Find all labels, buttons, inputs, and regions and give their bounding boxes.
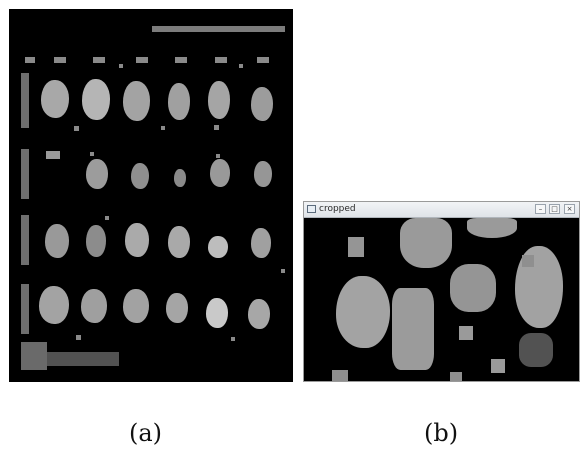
window-title: cropped [319,204,356,214]
sample-blob [166,293,188,323]
header-label [152,26,285,32]
column-label [25,57,35,63]
noise-square [281,269,285,273]
sample-blob [131,163,149,189]
noise-square [450,372,462,381]
sample-blob [81,289,107,323]
sample-blob [123,81,150,121]
noise-square [161,126,165,130]
sample-blob [174,169,186,187]
sample-blob [86,159,108,189]
sample-blob [168,226,190,258]
noise-square [216,154,220,158]
sample-blob [251,87,273,121]
window-titlebar[interactable]: cropped – □ × [304,202,579,218]
column-label [175,57,187,63]
noise-square [239,64,243,68]
sample-blob [45,224,69,258]
sample-blob [82,79,110,120]
sample-blob-dark [519,333,553,367]
sample-blob [400,218,452,268]
column-label [215,57,227,63]
noise-square [90,152,94,156]
sample-blob [125,223,149,257]
sample-blob [251,228,271,258]
noise-square [522,255,534,267]
sample-blob [208,81,230,119]
sample-blob [168,83,190,120]
sample-blob [206,298,228,328]
sample-blob [254,161,272,187]
noise-square [119,64,123,68]
caption-b: (b) [424,419,459,447]
sample-blob [467,218,517,238]
column-label [136,57,148,63]
full-image-panel [9,9,293,382]
noise-square [74,126,79,131]
sample-blob [39,286,69,324]
noise-square [214,125,219,130]
noise-square [76,335,81,340]
caption-a: (a) [129,419,163,447]
column-label [257,57,269,63]
sample-blob [248,299,270,329]
minimize-icon[interactable]: – [535,204,546,214]
row-label [21,215,29,265]
row-label [21,73,29,128]
column-label [54,57,66,63]
sample-blob [210,159,230,187]
close-icon[interactable]: × [564,204,575,214]
footer-label [47,352,119,366]
sample-blob [336,276,390,348]
window-app-icon [307,205,316,213]
sample-fragment [46,151,60,159]
row-label [21,149,29,199]
sample-blob [392,288,434,370]
column-label [93,57,105,63]
noise-square [491,359,505,373]
noise-square [332,370,348,381]
noise-square [459,326,473,340]
maximize-icon[interactable]: □ [549,204,560,214]
sample-blob [208,236,228,258]
sample-blob [86,225,106,257]
noise-square [105,216,109,220]
sample-blob [41,80,69,118]
cropped-image-canvas [304,218,579,381]
sample-blob [450,264,496,312]
footer-label [21,342,47,370]
noise-square [231,337,235,341]
row-label [21,284,29,334]
cropped-window[interactable]: cropped – □ × [303,201,580,382]
noise-square [348,237,364,257]
sample-blob [123,289,149,323]
